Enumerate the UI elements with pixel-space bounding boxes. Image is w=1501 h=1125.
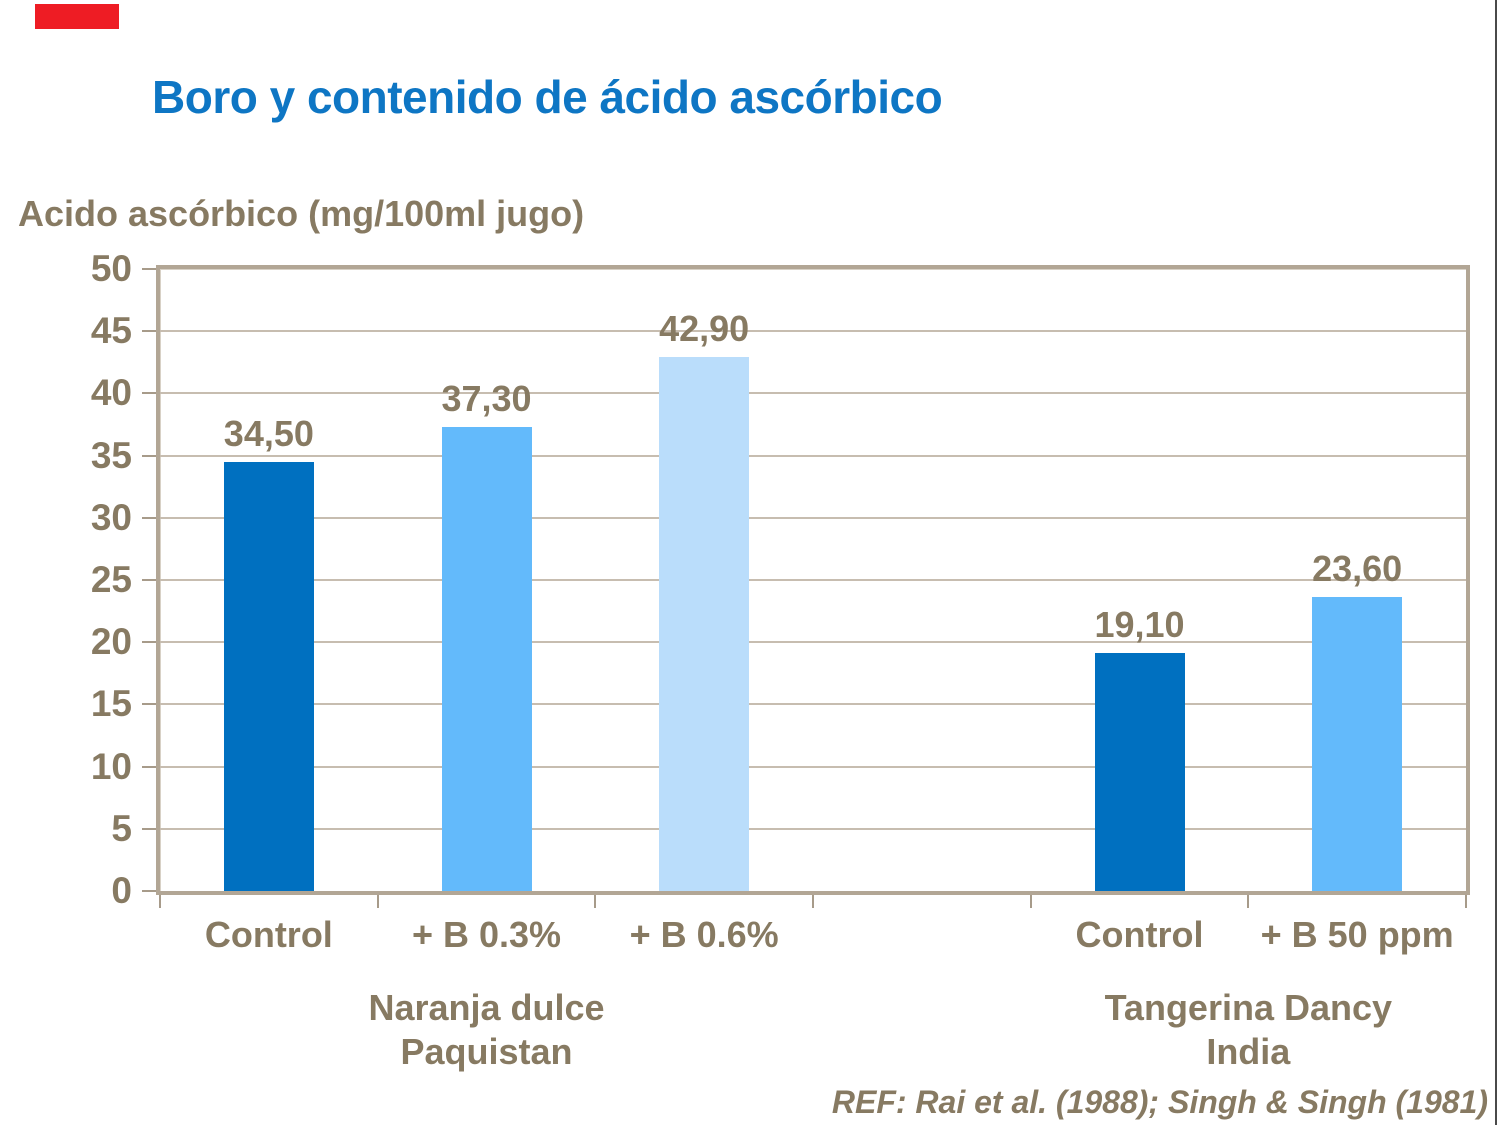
y-tick-label: 20 xyxy=(90,621,132,663)
y-tick-mark xyxy=(142,890,156,892)
chart-title: Boro y contenido de ácido ascórbico xyxy=(152,71,943,123)
x-category-label: Control xyxy=(204,914,333,955)
bar-value-label: 23,60 xyxy=(1312,548,1403,590)
gridline xyxy=(160,827,1466,830)
gridline xyxy=(160,579,1466,581)
bar-value-label: 19,10 xyxy=(1094,604,1185,646)
y-tick-mark xyxy=(142,579,156,581)
group-label: Naranja dulce Paquistan xyxy=(267,986,707,1074)
y-tick-label: 10 xyxy=(90,745,132,787)
y-tick-label: 30 xyxy=(90,496,132,538)
gridline xyxy=(160,641,1466,644)
x-tick-mark xyxy=(1029,895,1032,908)
y-tick-label: 0 xyxy=(111,870,132,911)
y-tick-label: 35 xyxy=(90,434,132,476)
bar xyxy=(223,461,314,891)
x-tick-mark xyxy=(812,895,814,908)
y-tick-mark xyxy=(142,765,156,768)
y-tick-label: 5 xyxy=(111,807,132,849)
bar-value-label: 42,90 xyxy=(659,308,750,350)
gridline xyxy=(160,454,1466,457)
bar-value-label: 37,30 xyxy=(441,377,532,419)
gridline xyxy=(160,330,1466,333)
gridline xyxy=(160,765,1466,768)
y-tick-mark xyxy=(142,827,156,830)
x-tick-mark xyxy=(376,895,379,908)
group-label-line: Tangerina Dancy xyxy=(1104,987,1393,1028)
group-label: Tangerina Dancy India xyxy=(1028,986,1468,1074)
slide-right-border xyxy=(1495,0,1497,1125)
bar xyxy=(659,357,750,891)
bar xyxy=(1312,597,1403,891)
gridline xyxy=(160,392,1466,395)
gridline xyxy=(160,516,1466,519)
reference-text: REF: Rai et al. (1988); Singh & Singh (1… xyxy=(831,1084,1488,1120)
y-tick-label: 45 xyxy=(90,310,132,352)
x-category-label: + B 0.3% xyxy=(411,914,562,955)
y-tick-mark xyxy=(142,641,156,644)
y-tick-mark xyxy=(142,703,156,706)
bar xyxy=(441,427,532,891)
x-tick-mark xyxy=(159,895,161,908)
x-category-label: + B 0.6% xyxy=(629,914,779,955)
gridline xyxy=(160,703,1466,706)
x-category-label: + B 50 ppm xyxy=(1260,914,1454,955)
red-marker xyxy=(35,4,119,29)
y-tick-label: 25 xyxy=(90,559,132,600)
y-tick-mark xyxy=(142,454,156,457)
y-tick-mark xyxy=(142,516,156,519)
y-tick-mark xyxy=(142,268,156,270)
y-tick-label: 40 xyxy=(90,372,132,414)
y-tick-mark xyxy=(142,392,156,395)
y-tick-label: 50 xyxy=(90,248,132,289)
group-label-line: Paquistan xyxy=(400,1031,573,1072)
y-axis-title: Acido ascórbico (mg/100ml jugo) xyxy=(18,193,585,234)
x-category-label: Control xyxy=(1075,914,1204,955)
bar xyxy=(1094,653,1185,891)
x-tick-mark xyxy=(1247,895,1250,908)
plot-area: 34,50 37,30 42,90 19,10 23,60 xyxy=(156,265,1470,895)
x-tick-mark xyxy=(594,895,597,908)
y-tick-mark xyxy=(142,330,156,333)
group-label-line: India xyxy=(1206,1031,1291,1072)
group-label-line: Naranja dulce xyxy=(368,987,605,1028)
y-tick-label: 15 xyxy=(90,683,132,725)
x-tick-mark xyxy=(1465,895,1467,908)
bar-value-label: 34,50 xyxy=(223,412,314,454)
